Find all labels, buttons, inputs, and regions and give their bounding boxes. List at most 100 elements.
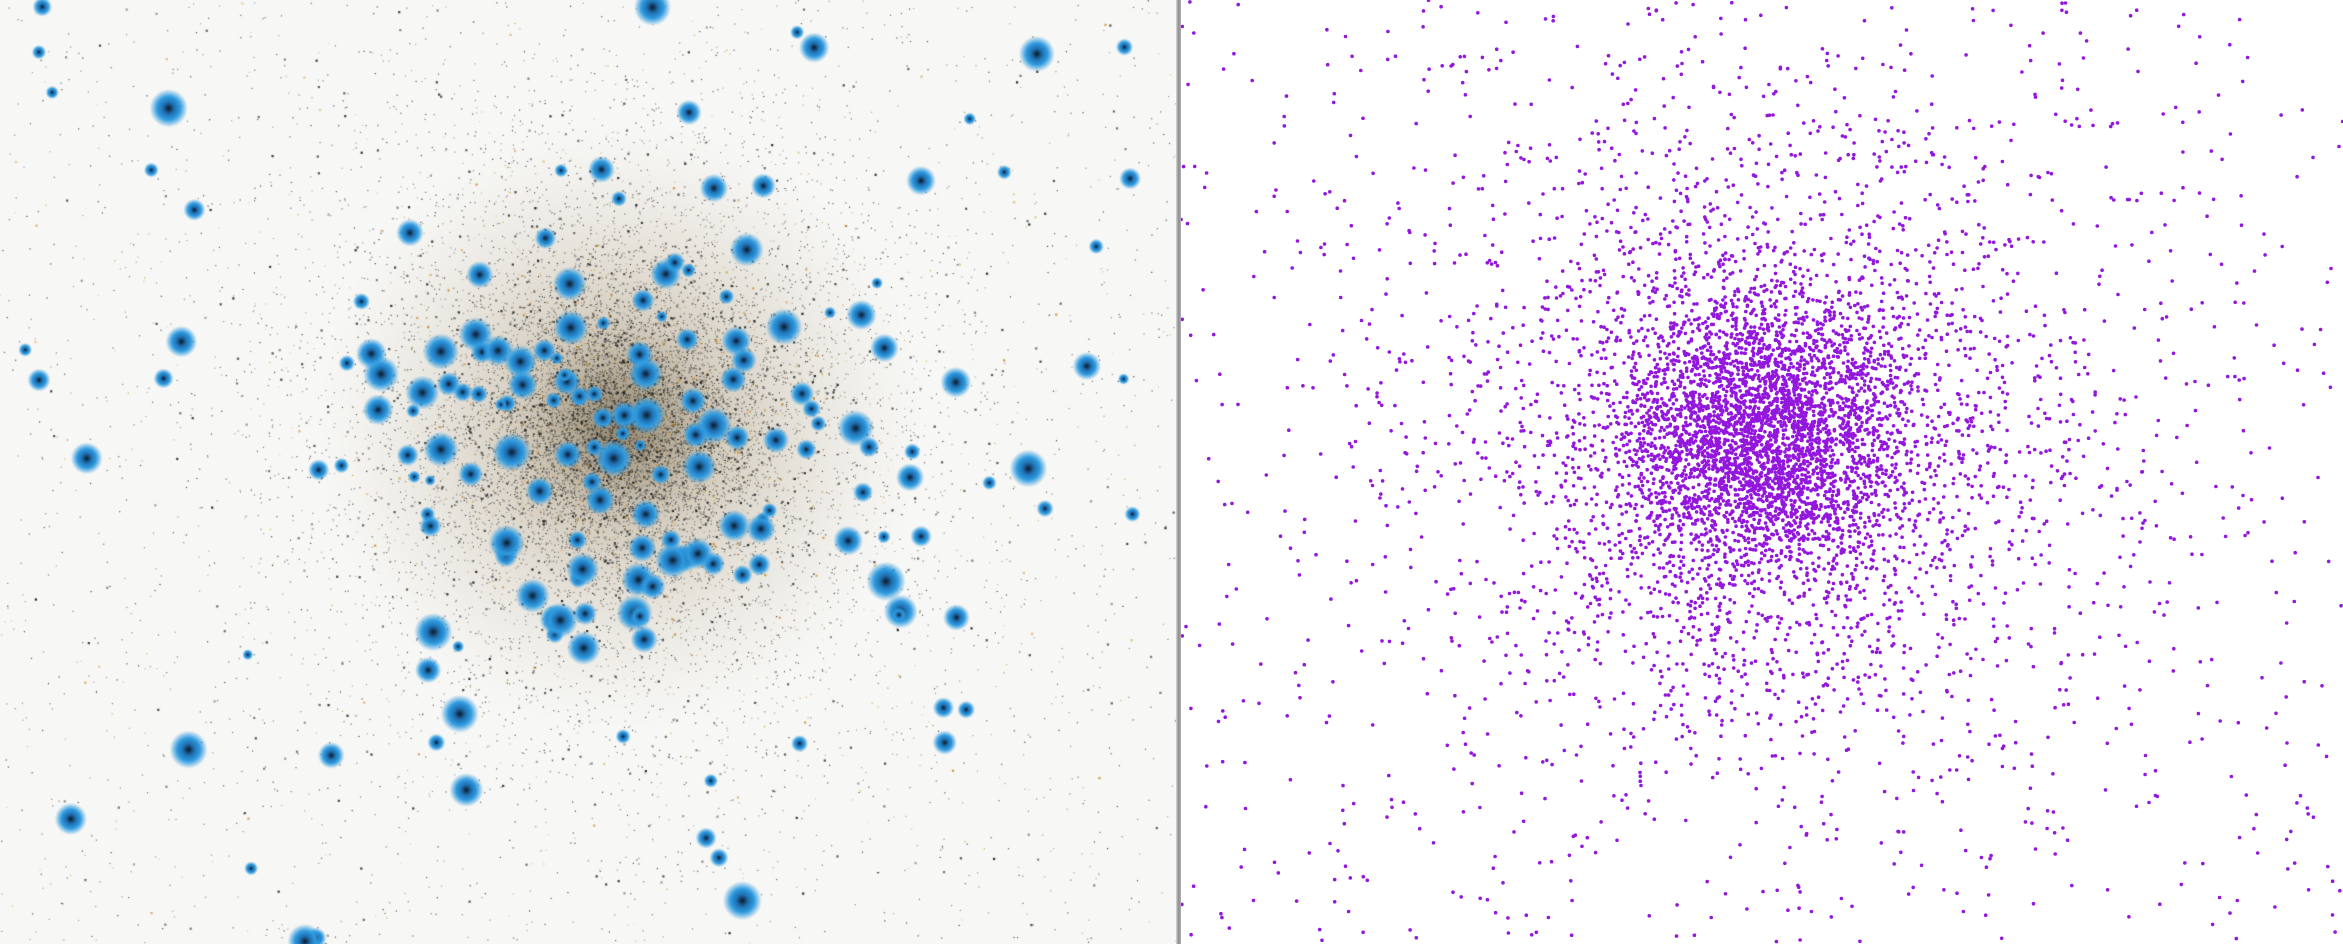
star-point xyxy=(1942,888,1946,892)
star-point xyxy=(1629,408,1633,413)
star-point xyxy=(1585,722,1590,726)
star-point xyxy=(2143,772,2147,777)
star-point xyxy=(1888,363,1893,368)
star-point xyxy=(1414,936,1419,940)
star-point xyxy=(1549,859,1554,864)
star-point xyxy=(1898,545,1902,549)
star-point xyxy=(1919,863,1924,868)
star-point xyxy=(1756,498,1761,502)
star-point xyxy=(1529,430,1533,435)
star-point xyxy=(1767,571,1772,576)
star-point xyxy=(1698,566,1702,571)
star-point xyxy=(1577,181,1581,186)
star-point xyxy=(1745,520,1749,524)
star-point xyxy=(1856,675,1861,680)
star-point xyxy=(1950,321,1954,326)
star-point xyxy=(1977,262,1981,266)
star-point xyxy=(1966,527,1970,531)
star-point xyxy=(1825,372,1829,377)
star-point xyxy=(2030,821,2034,825)
star-point xyxy=(1915,552,1919,557)
star-point xyxy=(1719,734,1723,738)
star-point xyxy=(1708,586,1713,591)
star-point xyxy=(1875,459,1880,463)
star-point xyxy=(2053,705,2057,710)
star-point xyxy=(1770,206,1774,210)
star-point xyxy=(1565,414,1569,418)
star-point xyxy=(1705,597,1709,601)
star-point xyxy=(1801,581,1806,585)
star-point xyxy=(1757,373,1761,378)
star-point xyxy=(1772,408,1777,413)
star-point xyxy=(1775,626,1780,630)
star-point xyxy=(1639,479,1644,484)
star-point xyxy=(1766,184,1770,189)
star-point xyxy=(1896,729,1901,733)
star-point xyxy=(1670,471,1674,475)
star-point xyxy=(1781,507,1785,512)
star-point xyxy=(1744,85,1749,90)
star-point xyxy=(1742,249,1746,253)
star-point xyxy=(2141,448,2146,453)
star-point xyxy=(1482,659,1486,663)
star-point xyxy=(1793,521,1798,525)
star-point xyxy=(1806,537,1810,541)
star-point xyxy=(1871,261,1876,266)
star-point xyxy=(1939,405,1943,410)
star-point xyxy=(1327,714,1332,718)
star-point xyxy=(1723,251,1728,255)
star-point xyxy=(1498,505,1502,510)
star-point xyxy=(1577,391,1581,396)
star-point xyxy=(1490,203,1495,208)
star-point xyxy=(1370,307,1374,312)
star-point xyxy=(1787,409,1791,413)
star-point xyxy=(1715,301,1719,305)
star-point xyxy=(1969,656,1973,661)
star-point xyxy=(1297,573,1302,577)
star-point xyxy=(1778,484,1782,488)
star-point xyxy=(2061,703,2066,707)
star-point xyxy=(1432,485,1437,489)
star-point xyxy=(1197,643,1202,648)
star-point xyxy=(1570,898,1574,903)
star-point xyxy=(1827,338,1832,342)
star-point xyxy=(1874,246,1878,251)
star-point xyxy=(1572,441,1576,446)
star-point xyxy=(1717,625,1721,629)
star-point xyxy=(1379,381,1383,385)
star-point xyxy=(1963,617,1967,621)
star-point xyxy=(1860,560,1865,565)
star-point xyxy=(1752,636,1756,640)
star-point xyxy=(1302,530,1307,535)
star-point xyxy=(1715,582,1719,586)
star-point xyxy=(1604,356,1608,361)
star-point xyxy=(2300,327,2304,331)
star-point xyxy=(1328,359,1333,363)
star-point xyxy=(1792,241,1796,245)
star-point xyxy=(2049,464,2054,468)
star-point xyxy=(1804,706,1809,710)
star-point xyxy=(1942,402,1947,407)
star-point xyxy=(1623,415,1627,419)
star-point xyxy=(1688,379,1693,384)
star-point xyxy=(1863,428,1867,432)
star-point xyxy=(1809,488,1813,493)
star-point xyxy=(1484,577,1488,582)
star-point xyxy=(2326,864,2330,869)
star-point xyxy=(1283,509,1287,513)
star-point xyxy=(1892,396,1896,400)
star-point xyxy=(1641,655,1646,660)
star-point xyxy=(1702,382,1707,387)
star-point xyxy=(1605,327,1609,332)
star-point xyxy=(1916,463,1921,468)
star-point xyxy=(1952,563,1957,568)
star-point xyxy=(2055,469,2060,473)
star-point xyxy=(2193,379,2197,384)
star-point xyxy=(1667,560,1672,564)
star-point xyxy=(1502,478,1507,483)
star-point xyxy=(1858,113,1862,118)
star-point xyxy=(1797,317,1801,321)
star-point xyxy=(1841,407,1845,412)
star-point xyxy=(1658,429,1662,433)
star-point xyxy=(1679,369,1683,374)
